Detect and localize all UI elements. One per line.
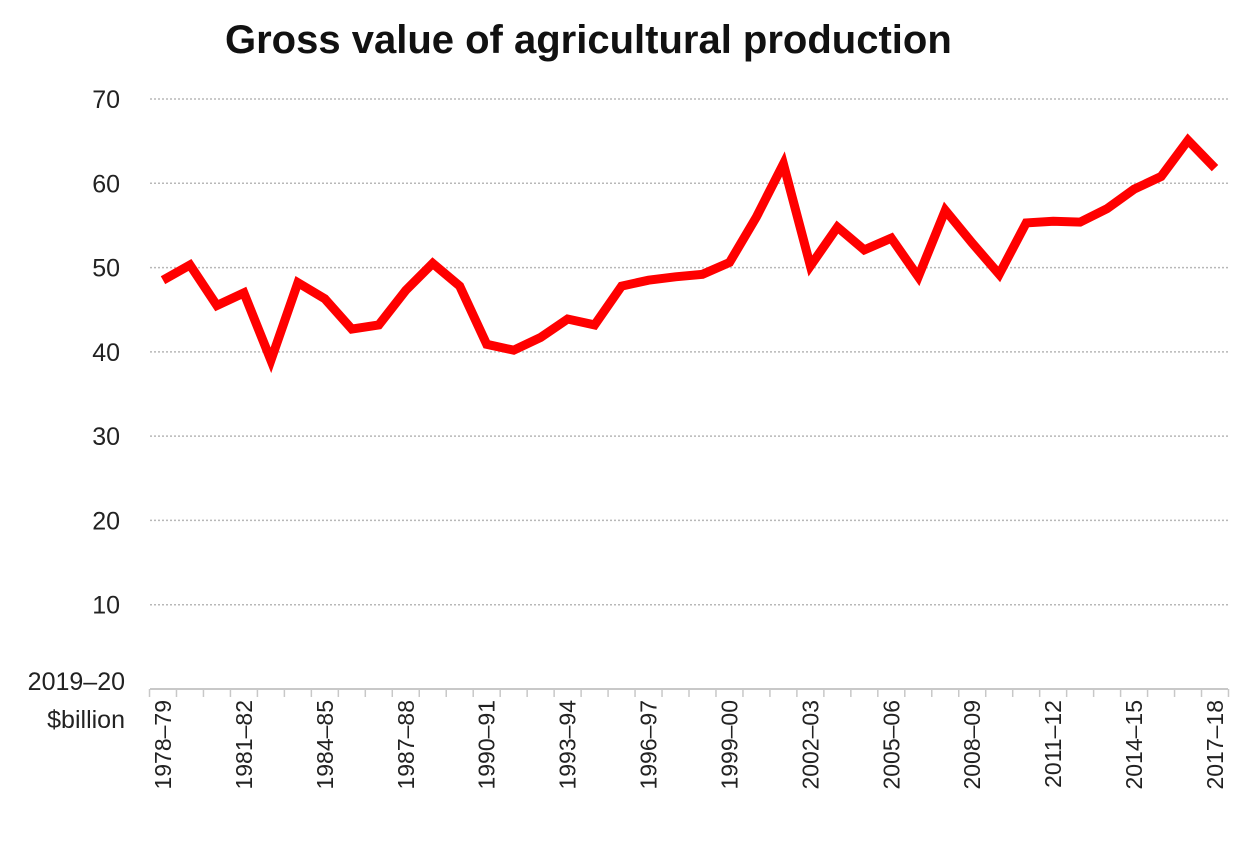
y-tick-label: 60 [92, 170, 120, 198]
y-tick-label: 50 [92, 255, 120, 283]
x-tick-label: 2011–12 [1040, 700, 1066, 788]
y-axis-unit-line: $billion [47, 706, 125, 734]
x-tick-label: 1981–82 [231, 700, 257, 790]
x-tick-label: 2008–09 [959, 700, 985, 790]
y-axis: 10 20 30 40 50 60 70 [92, 86, 120, 620]
x-tick-label: 1996–97 [636, 700, 662, 790]
series-line [160, 133, 1219, 374]
gridlines [150, 98, 1228, 606]
x-tick-label: 1993–94 [555, 700, 581, 790]
y-tick-label: 30 [92, 423, 120, 451]
x-tick-label: 1990–91 [474, 700, 500, 790]
x-tick-label: 1984–85 [312, 700, 338, 790]
x-tick-label: 1999–00 [716, 700, 742, 790]
y-tick-label: 40 [92, 339, 120, 367]
x-tick-label: 2005–06 [878, 700, 904, 790]
x-tick-label: 1978–79 [150, 700, 176, 790]
y-tick-label: 10 [92, 592, 120, 620]
x-tick-label: 2014–15 [1121, 700, 1147, 790]
chart-title-text: Gross value of agricultural production [225, 18, 952, 62]
x-tick-label: 1987–88 [393, 700, 419, 790]
x-tick-label: 2002–03 [797, 700, 823, 790]
x-axis: 1978–79 1981–82 1984–85 1987–88 1990–91 1993–… [148, 688, 1230, 790]
y-axis-unit-label: 2019–20 $billion [28, 668, 125, 734]
x-tick-label: 2017–18 [1202, 700, 1228, 790]
y-tick-label: 70 [92, 86, 120, 114]
series-layer [160, 133, 1219, 374]
y-tick-label: 20 [92, 507, 120, 535]
y-axis-unit-line: 2019–20 [28, 668, 125, 696]
